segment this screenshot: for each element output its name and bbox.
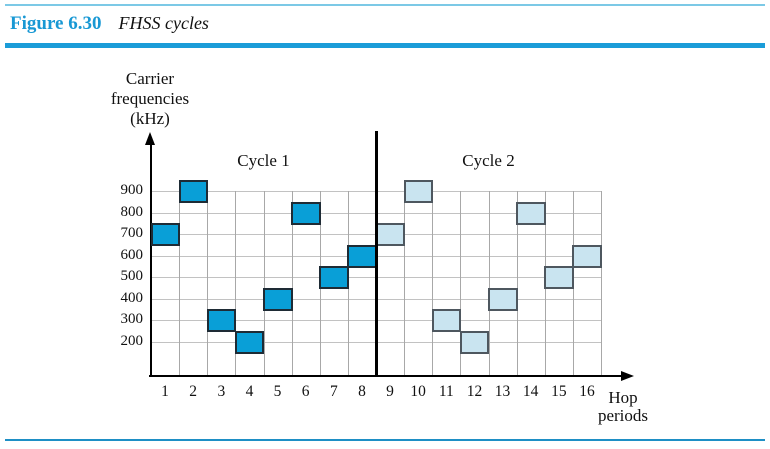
v-gridline-1: [179, 191, 181, 377]
x-tick-15: 15: [551, 383, 567, 400]
hop-box-9-700khz: [375, 223, 406, 246]
x-tick-2: 2: [189, 383, 198, 400]
hop-box-7-500khz: [319, 266, 349, 289]
y-axis-title: Carrier frequencies (kHz): [85, 69, 215, 129]
y-axis-arrowhead-icon: [145, 132, 155, 145]
hop-box-8-600khz: [347, 244, 377, 268]
x-axis-title-line1: Hop: [608, 388, 638, 407]
hop-box-5-400khz: [263, 287, 293, 311]
x-tick-12: 12: [466, 383, 483, 400]
x-tick-8: 8: [358, 383, 366, 400]
v-gridline-10: [432, 191, 434, 377]
x-tick-9: 9: [386, 383, 394, 400]
hop-box-16-600khz: [572, 244, 602, 268]
header-rule: [5, 43, 765, 48]
hop-box-13-400khz: [488, 287, 518, 311]
v-gridline-4: [263, 191, 265, 377]
cycle-2-label: Cycle 2: [462, 151, 515, 170]
figure-header: Figure 6.30 FHSS cycles: [10, 13, 209, 35]
figure-title: FHSS cycles: [118, 13, 209, 33]
x-axis-title-line2: periods: [597, 406, 649, 425]
v-gridline-3: [235, 191, 237, 377]
x-tick-10: 10: [410, 383, 426, 400]
y-tick-400: 400: [120, 289, 144, 306]
y-tick-700: 700: [120, 225, 144, 241]
x-tick-5: 5: [273, 383, 282, 400]
x-tick-6: 6: [301, 383, 310, 400]
y-axis-title-line3: (kHz): [130, 109, 170, 128]
x-tick-4: 4: [245, 383, 254, 400]
x-tick-7: 7: [329, 383, 338, 400]
v-gridline-12: [488, 191, 490, 377]
y-axis-line: [150, 144, 152, 377]
y-tick-300: 300: [120, 311, 144, 327]
top-rule: [5, 4, 765, 6]
x-axis-arrowhead-icon: [621, 370, 634, 381]
x-tick-14: 14: [522, 383, 539, 400]
y-tick-900: 900: [120, 182, 144, 198]
y-tick-800: 800: [120, 203, 144, 220]
x-tick-1: 1: [161, 383, 169, 400]
hop-box-12-200khz: [459, 330, 490, 354]
hop-box-15-500khz: [544, 266, 574, 289]
hop-box-10-900khz: [403, 180, 434, 203]
hop-box-1-700khz: [150, 223, 181, 246]
y-tick-600: 600: [120, 246, 144, 263]
x-axis-title: Hop periods: [597, 389, 649, 425]
x-axis-line: [149, 375, 622, 377]
cycle-separator-line: [374, 131, 378, 377]
y-tick-200: 200: [120, 332, 144, 349]
hop-box-2-900khz: [178, 180, 209, 203]
x-tick-11: 11: [438, 383, 454, 400]
hop-box-3-300khz: [206, 309, 237, 332]
v-gridline-13: [516, 191, 518, 377]
bottom-rule: [5, 439, 765, 441]
hop-box-4-200khz: [234, 330, 265, 354]
cycle-1-label: Cycle 1: [237, 151, 290, 170]
v-gridline-9: [404, 191, 406, 377]
x-tick-16: 16: [579, 383, 595, 400]
y-axis-title-line2: frequencies: [110, 89, 190, 108]
v-gridline-16: [601, 191, 602, 377]
hop-box-11-300khz: [431, 309, 462, 332]
v-gridline-11: [460, 191, 462, 377]
figure-label: Figure 6.30: [10, 13, 102, 34]
y-axis-title-line1: Carrier: [125, 69, 175, 88]
x-tick-3: 3: [217, 383, 226, 400]
x-tick-13: 13: [494, 383, 511, 400]
v-gridline-2: [207, 191, 209, 377]
v-gridline-5: [291, 191, 293, 377]
hop-box-6-800khz: [291, 201, 321, 225]
hop-box-14-800khz: [516, 201, 546, 225]
y-tick-500: 500: [120, 268, 144, 284]
